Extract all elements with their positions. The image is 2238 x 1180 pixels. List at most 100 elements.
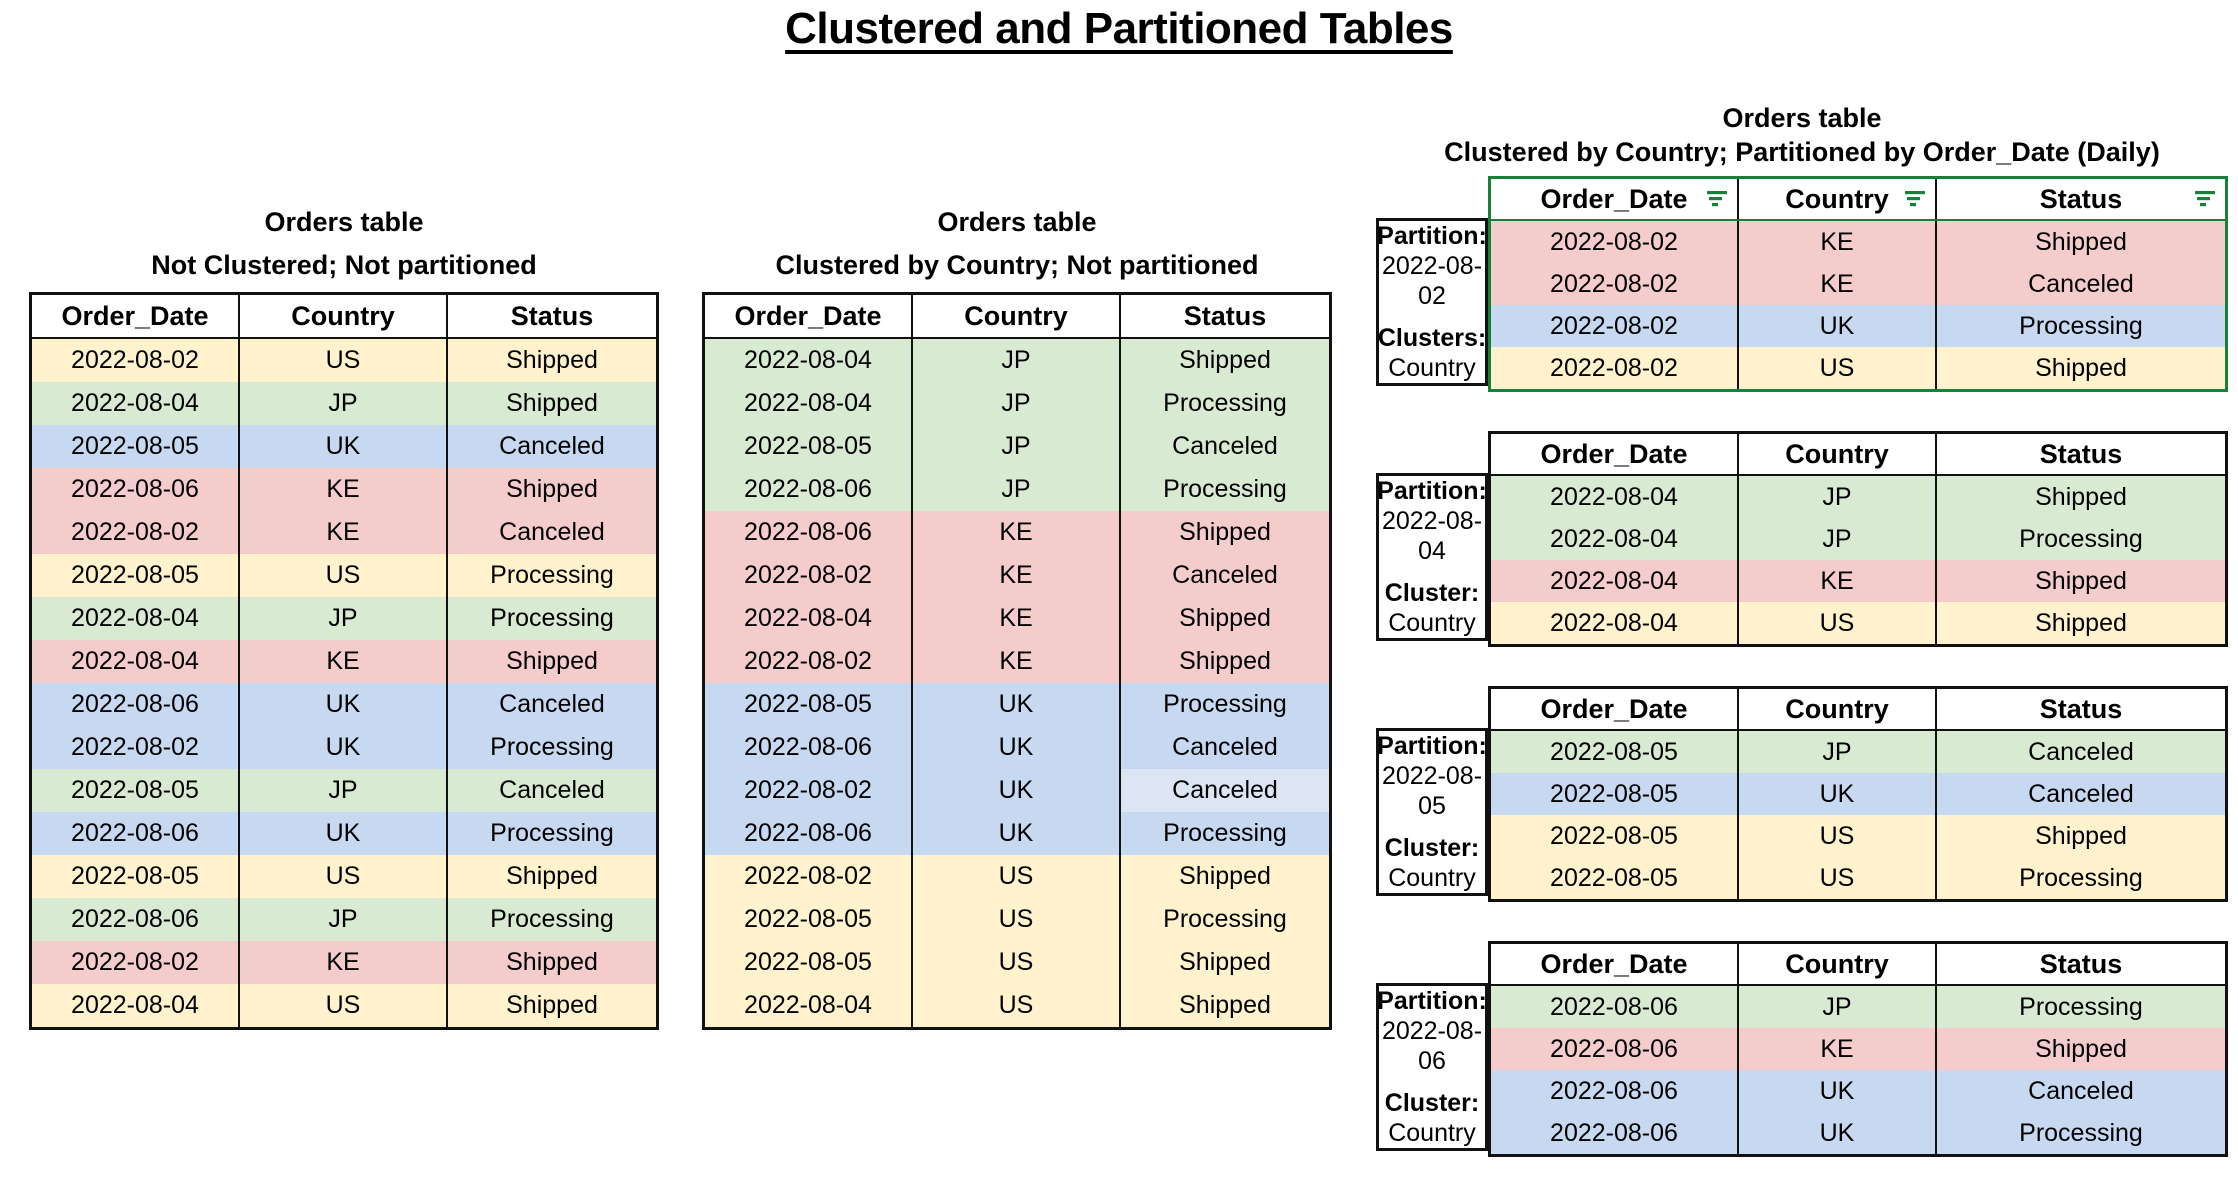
status-cell: Shipped [1121,597,1329,640]
column-header-label: Order_Date [1540,948,1688,979]
order-date-cell: 2022-08-06 [32,683,240,726]
country-cell: US [913,941,1121,984]
partition-label-box: Partition: 2022-08-06 Cluster: Country [1376,983,1488,1151]
table-row: 2022-08-02 KE Canceled [1491,263,2225,305]
table-row: 2022-08-04 JP Shipped [705,339,1329,382]
status-cell: Shipped [1937,602,2225,644]
status-cell: Shipped [1937,221,2225,263]
country-cell: JP [240,597,448,640]
cluster-value: Country [1388,609,1476,637]
table-row: 2022-08-02 KE Canceled [32,511,656,554]
country-cell: UK [1739,773,1937,815]
partition-table-2022-08-06: Order_Date Country Status 2022-08-06 JP Proce… [1488,941,2228,1157]
partition-date: 2022-08-02 [1381,252,1483,310]
partition-date: 2022-08-05 [1381,762,1483,820]
status-cell: Processing [1937,986,2225,1028]
country-cell: US [1739,857,1937,899]
order-date-cell: 2022-08-02 [32,941,240,984]
order-date-cell: 2022-08-05 [705,941,913,984]
table-row: 2022-08-02 US Shipped [1491,347,2225,389]
column-header-label: Country [964,300,1068,331]
partition-label-box: Partition: 2022-08-02 Clusters: Country [1376,218,1488,386]
table-header-row: Order_Date Country Status [1491,944,2225,986]
orders-table-clustered: Order_Date Country Status 2022-08-04 JP Shipp… [702,292,1332,1030]
status-cell: Canceled [448,425,656,468]
table-row: 2022-08-02 US Shipped [705,855,1329,898]
table-group-not-clustered: Orders table Not Clustered; Not partitio… [29,207,659,1030]
table-row: 2022-08-06 JP Processing [705,468,1329,511]
country-cell: JP [240,382,448,425]
order-date-cell: 2022-08-06 [1491,986,1739,1028]
table-row: 2022-08-02 UK Processing [32,726,656,769]
table-row: 2022-08-04 JP Shipped [32,382,656,425]
country-cell: JP [913,468,1121,511]
country-cell: KE [240,640,448,683]
table-row: 2022-08-04 JP Processing [1491,518,2225,560]
table-row: 2022-08-06 UK Canceled [32,683,656,726]
order-date-cell: 2022-08-02 [705,855,913,898]
country-cell: JP [1739,986,1937,1028]
column-header-country: Country [240,295,448,337]
table-header-row: Order_Date Country Status [32,295,656,339]
column-header-country: Country [913,295,1121,337]
country-cell: UK [1739,1112,1937,1154]
partition-label-box: Partition: 2022-08-04 Cluster: Country [1376,473,1488,641]
column-header-status: Status [1937,689,2225,729]
order-date-cell: 2022-08-05 [32,769,240,812]
column-header-country: Country [1739,944,1937,984]
country-cell: UK [913,726,1121,769]
country-cell: UK [1739,305,1937,347]
table-group-clustered: Orders table Clustered by Country; Not p… [702,207,1332,1030]
column-header-label: Country [291,300,395,331]
column-header-order_date: Order_Date [32,295,240,337]
column-header-label: Country [1785,693,1889,724]
table-row: 2022-08-05 UK Canceled [1491,773,2225,815]
partition-tables: Partition: 2022-08-02 Clusters: Country Orde… [1376,176,2228,1157]
filter-icon [1905,191,1925,207]
table-subtitle: Clustered by Country; Not partitioned [775,250,1259,280]
partition-table-2022-08-05: Order_Date Country Status 2022-08-05 JP Cance… [1488,686,2228,902]
status-cell: Processing [448,812,656,855]
order-date-cell: 2022-08-05 [1491,815,1739,857]
table-header-row: Order_Date Country Status [1491,179,2225,221]
status-cell: Processing [1121,812,1329,855]
table-row: 2022-08-06 UK Processing [1491,1112,2225,1154]
order-date-cell: 2022-08-02 [32,726,240,769]
order-date-cell: 2022-08-04 [705,984,913,1027]
table-row: 2022-08-06 UK Processing [705,812,1329,855]
table-row: 2022-08-04 US Shipped [705,984,1329,1027]
cluster-label: Cluster: [1384,579,1480,607]
column-header-label: Status [1183,300,1267,331]
status-cell: Canceled [448,511,656,554]
table-row: 2022-08-06 KE Shipped [32,468,656,511]
table-title: Orders table [264,207,424,237]
status-cell: Processing [448,597,656,640]
order-date-cell: 2022-08-06 [32,468,240,511]
table-row: 2022-08-06 UK Canceled [705,726,1329,769]
table-row: 2022-08-02 KE Shipped [1491,221,2225,263]
order-date-cell: 2022-08-05 [1491,857,1739,899]
order-date-cell: 2022-08-04 [32,640,240,683]
order-date-cell: 2022-08-02 [32,511,240,554]
cluster-value: Country [1388,354,1476,382]
page-title: Clustered and Partitioned Tables [785,4,1453,53]
status-cell: Shipped [1121,941,1329,984]
order-date-cell: 2022-08-06 [705,726,913,769]
status-cell: Shipped [448,468,656,511]
column-header-label: Order_Date [1540,438,1688,469]
table-header-row: Order_Date Country Status [705,295,1329,339]
partition-block: Partition: 2022-08-02 Clusters: Country Orde… [1376,176,2228,392]
country-cell: KE [1739,1028,1937,1070]
country-cell: US [240,855,448,898]
order-date-cell: 2022-08-06 [1491,1112,1739,1154]
table-header-row: Order_Date Country Status [1491,689,2225,731]
order-date-cell: 2022-08-02 [1491,305,1739,347]
status-cell: Processing [1937,1112,2225,1154]
country-cell: KE [240,468,448,511]
country-cell: UK [913,683,1121,726]
column-header-label: Status [2039,438,2123,469]
country-cell: UK [240,812,448,855]
order-date-cell: 2022-08-06 [32,812,240,855]
country-cell: UK [913,769,1121,812]
